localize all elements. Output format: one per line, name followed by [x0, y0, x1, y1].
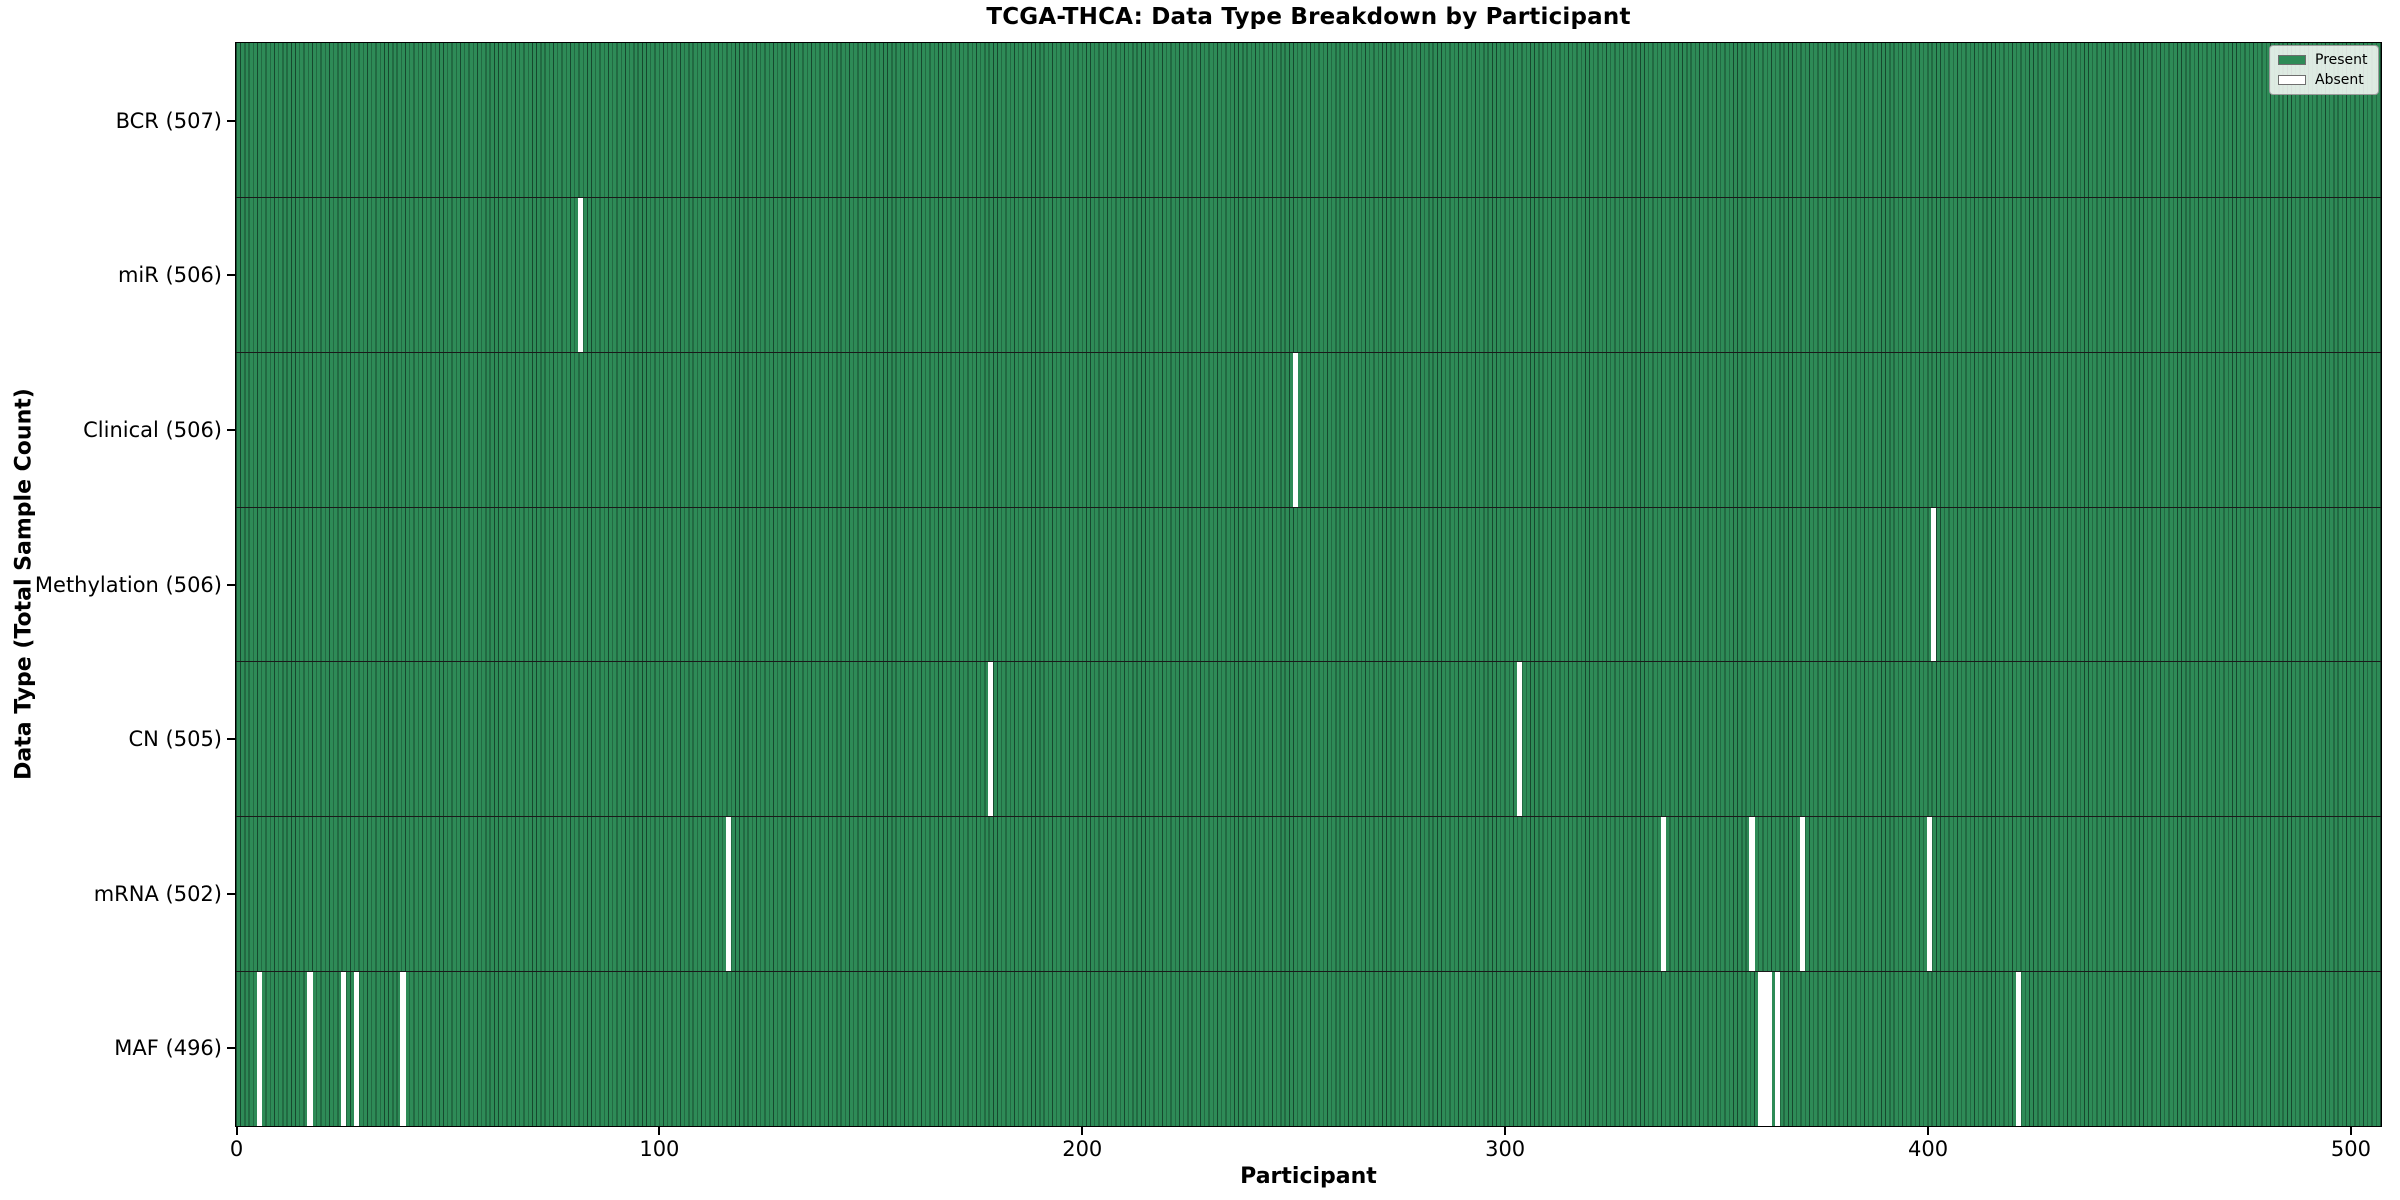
x-tick-mark: [235, 1127, 238, 1135]
y-tick-mark: [227, 428, 235, 431]
row-MAF: [236, 971, 2381, 1127]
absent-gap: [341, 972, 347, 1127]
y-tick-label: miR (506): [117, 263, 222, 288]
y-tick-label: mRNA (502): [93, 881, 222, 906]
absent-gap: [1762, 972, 1768, 1127]
y-tick-mark: [227, 274, 235, 277]
x-tick-label: 100: [639, 1137, 680, 1161]
row-CN: [236, 661, 2381, 817]
y-tick-label: BCR (507): [115, 108, 222, 133]
absent-gap: [1927, 817, 1933, 972]
absent-gap: [256, 972, 262, 1127]
y-tick-label: CN (505): [128, 727, 222, 752]
x-tick-label: 500: [2330, 1137, 2371, 1161]
absent-gap: [1749, 817, 1755, 972]
absent-gap: [353, 972, 360, 1127]
absent-gap: [1766, 972, 1772, 1127]
x-tick-mark: [658, 1127, 661, 1135]
absent-gap: [307, 972, 313, 1127]
chart-title: TCGA-THCA: Data Type Breakdown by Partic…: [986, 4, 1631, 30]
y-tick-mark: [227, 583, 235, 586]
absent-gap: [1800, 817, 1806, 972]
x-tick-label: 400: [1907, 1137, 1949, 1161]
absent-gap: [988, 662, 994, 817]
legend: Present Absent: [2269, 45, 2379, 95]
x-tick-mark: [1504, 1127, 1507, 1135]
legend-absent-label: Absent: [2315, 72, 2364, 88]
x-tick-label: 200: [1062, 1137, 1103, 1161]
row-Clinical: [236, 351, 2381, 507]
x-tick-mark: [1927, 1127, 1930, 1135]
row-miR: [236, 196, 2381, 352]
row-mRNA: [236, 816, 2381, 972]
absent-gap: [1660, 817, 1666, 972]
legend-present-swatch: [2278, 55, 2306, 65]
absent-gap: [1774, 972, 1780, 1127]
x-tick-mark: [2349, 1127, 2352, 1135]
legend-entry-present: Present: [2278, 53, 2370, 67]
legend-absent-swatch: [2278, 75, 2306, 85]
absent-gap: [1931, 507, 1937, 662]
y-tick-label: Clinical (506): [83, 417, 222, 442]
y-tick-label: MAF (496): [114, 1036, 222, 1061]
x-tick-label: 0: [229, 1137, 244, 1161]
plot-area: [235, 42, 2382, 1127]
absent-gap: [578, 197, 584, 352]
absent-gap: [2015, 972, 2022, 1127]
row-Methylation: [236, 506, 2381, 662]
legend-present-label: Present: [2315, 52, 2368, 68]
row-BCR: [236, 43, 2381, 197]
absent-gap: [1292, 352, 1298, 507]
x-axis-label: Participant: [1240, 1164, 1377, 1189]
absent-gap: [1757, 972, 1764, 1127]
y-tick-mark: [227, 892, 235, 895]
y-tick-label: Methylation (506): [34, 572, 222, 597]
x-tick-mark: [1081, 1127, 1084, 1135]
legend-entry-absent: Absent: [2278, 73, 2370, 87]
y-tick-mark: [227, 1047, 235, 1050]
absent-gap: [400, 972, 406, 1127]
absent-gap: [1516, 662, 1523, 817]
absent-gap: [726, 817, 732, 972]
x-tick-label: 300: [1485, 1137, 1526, 1161]
y-tick-mark: [227, 738, 235, 741]
y-tick-mark: [227, 119, 235, 122]
